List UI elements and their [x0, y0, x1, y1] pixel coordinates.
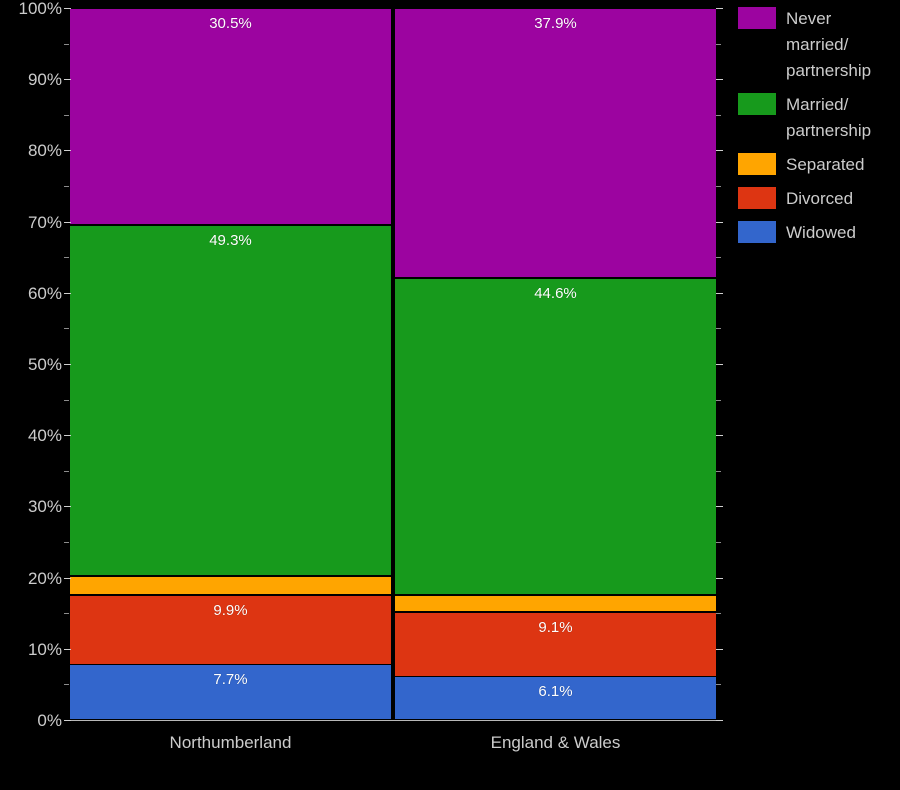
legend-color-swatch: [738, 93, 776, 115]
bar-segment[interactable]: [70, 576, 391, 595]
y-axis-minor-tick-right: [716, 400, 721, 401]
y-axis-tick-label: 80%: [27, 141, 62, 161]
y-axis-tick-label: 20%: [27, 568, 62, 588]
bar-segment-value-label: 6.1%: [538, 682, 573, 700]
y-axis-tick-label: 30%: [27, 497, 62, 517]
y-axis-tick-label: 60%: [27, 283, 62, 303]
legend-item-label: Separated: [786, 155, 865, 174]
bar-segment-value-label: 7.7%: [213, 671, 248, 689]
legend-item-label: Divorced: [786, 189, 854, 208]
chart-legend: Never married/ partnership Married/ partn…: [738, 6, 898, 254]
y-axis-minor-tick: [64, 115, 69, 116]
y-axis-minor-tick: [64, 542, 69, 543]
y-axis-minor-tick-right: [716, 471, 721, 472]
bar-segment[interactable]: 49.3%: [70, 225, 391, 577]
y-axis-tick-label: 100%: [18, 0, 62, 18]
y-axis-minor-tick: [64, 257, 69, 258]
bar-segment-value-label: 44.6%: [534, 284, 577, 302]
bar-segment[interactable]: 9.9%: [70, 594, 391, 666]
legend-color-swatch: [738, 7, 776, 29]
bar-gap: [391, 8, 395, 720]
y-axis-minor-tick: [64, 684, 69, 685]
y-axis-minor-tick: [64, 400, 69, 401]
legend-item-label: Married/ partnership: [786, 95, 872, 140]
y-axis-minor-tick: [64, 613, 69, 614]
y-axis-tick-mark-right: [716, 578, 723, 579]
x-axis-tick-label: England & Wales: [490, 733, 621, 752]
y-axis-tick-mark: [64, 8, 71, 9]
legend-color-swatch: [738, 153, 776, 175]
y-axis-tick-mark: [64, 649, 71, 650]
legend-item-label: Never married/ partnership: [786, 9, 872, 80]
y-axis-minor-tick-right: [716, 115, 721, 116]
y-axis-minor-tick: [64, 186, 69, 187]
bar-segment[interactable]: 44.6%: [395, 277, 716, 596]
legend-item[interactable]: Widowed: [738, 220, 898, 246]
y-axis-tick-mark-right: [716, 8, 723, 9]
legend-color-swatch: [738, 187, 776, 209]
y-axis-minor-tick-right: [716, 328, 721, 329]
y-axis-minor-tick-right: [716, 542, 721, 543]
y-axis-tick-mark-right: [716, 293, 723, 294]
legend-item[interactable]: Divorced: [738, 186, 898, 212]
y-axis-tick-mark-right: [716, 720, 723, 721]
y-axis-tick-label: 10%: [27, 639, 62, 659]
bar-segment[interactable]: 37.9%: [395, 8, 716, 278]
bar-segment[interactable]: 30.5%: [70, 8, 391, 226]
y-axis-minor-tick-right: [716, 257, 721, 258]
bar-segment[interactable]: [395, 595, 716, 612]
legend-item-label: Widowed: [786, 223, 856, 242]
y-axis-tick-mark-right: [716, 79, 723, 80]
y-axis-tick-mark: [64, 79, 71, 80]
y-axis-minor-tick: [64, 471, 69, 472]
y-axis-tick-mark: [64, 506, 71, 507]
y-axis-minor-tick-right: [716, 613, 721, 614]
bar-segment-value-label: 49.3%: [209, 232, 252, 250]
legend-color-swatch: [738, 221, 776, 243]
y-axis-tick-mark-right: [716, 506, 723, 507]
y-axis-tick-mark-right: [716, 435, 723, 436]
legend-item[interactable]: Married/ partnership: [738, 92, 898, 144]
legend-item[interactable]: Separated: [738, 152, 898, 178]
bar-england-wales[interactable]: 6.1% 9.1% 44.6% 37.9%: [395, 8, 716, 720]
y-axis-minor-tick: [64, 328, 69, 329]
y-axis-tick-label: 50%: [27, 355, 62, 374]
x-axis-tick-label: Northumberland: [169, 733, 292, 752]
y-axis-tick-mark: [64, 578, 71, 579]
legend-item[interactable]: Never married/ partnership: [738, 6, 898, 84]
y-axis: 0% 10% 20% 30% 40% 50% 60% 70% 80% 90% 100%: [0, 0, 62, 790]
y-axis-tick-mark-right: [716, 150, 723, 151]
y-axis-tick-mark-right: [716, 222, 723, 223]
y-axis-tick-label: 0%: [37, 711, 62, 730]
y-axis-tick-mark: [64, 435, 71, 436]
y-axis-tick-mark: [64, 293, 71, 294]
y-axis-minor-tick: [64, 44, 69, 45]
y-axis-tick-mark: [64, 720, 71, 721]
bar-segment[interactable]: 6.1%: [395, 676, 716, 720]
y-axis-tick-label: 40%: [27, 426, 62, 446]
bar-segment-value-label: 30.5%: [209, 15, 252, 32]
bar-segment-value-label: 9.9%: [213, 601, 248, 619]
bar-segment-value-label: 37.9%: [534, 15, 577, 32]
y-axis-tick-mark: [64, 222, 71, 223]
bar-northumberland[interactable]: 7.7% 9.9% 49.3% 30.5%: [70, 8, 391, 720]
y-axis-minor-tick-right: [716, 684, 721, 685]
y-axis-tick-mark: [64, 364, 71, 365]
y-axis-tick-label: 90%: [27, 70, 62, 90]
bar-segment[interactable]: 7.7%: [70, 665, 391, 720]
y-axis-minor-tick-right: [716, 44, 721, 45]
y-axis-tick-mark-right: [716, 649, 723, 650]
y-axis-tick-mark: [64, 150, 71, 151]
bar-segment[interactable]: 9.1%: [395, 611, 716, 677]
bar-segment-value-label: 9.1%: [538, 618, 573, 636]
y-axis-minor-tick-right: [716, 186, 721, 187]
y-axis-tick-label: 70%: [27, 212, 62, 232]
plot-area: 7.7% 9.9% 49.3% 30.5% 6.1% 9.1% 44.6% 37.9%: [70, 8, 716, 720]
y-axis-tick-mark-right: [716, 364, 723, 365]
